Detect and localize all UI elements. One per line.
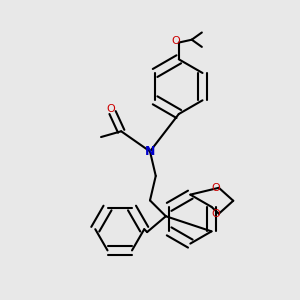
Text: O: O — [211, 209, 220, 219]
Text: O: O — [171, 36, 180, 46]
Text: N: N — [145, 145, 155, 158]
Text: O: O — [107, 104, 116, 114]
Text: O: O — [211, 183, 220, 193]
